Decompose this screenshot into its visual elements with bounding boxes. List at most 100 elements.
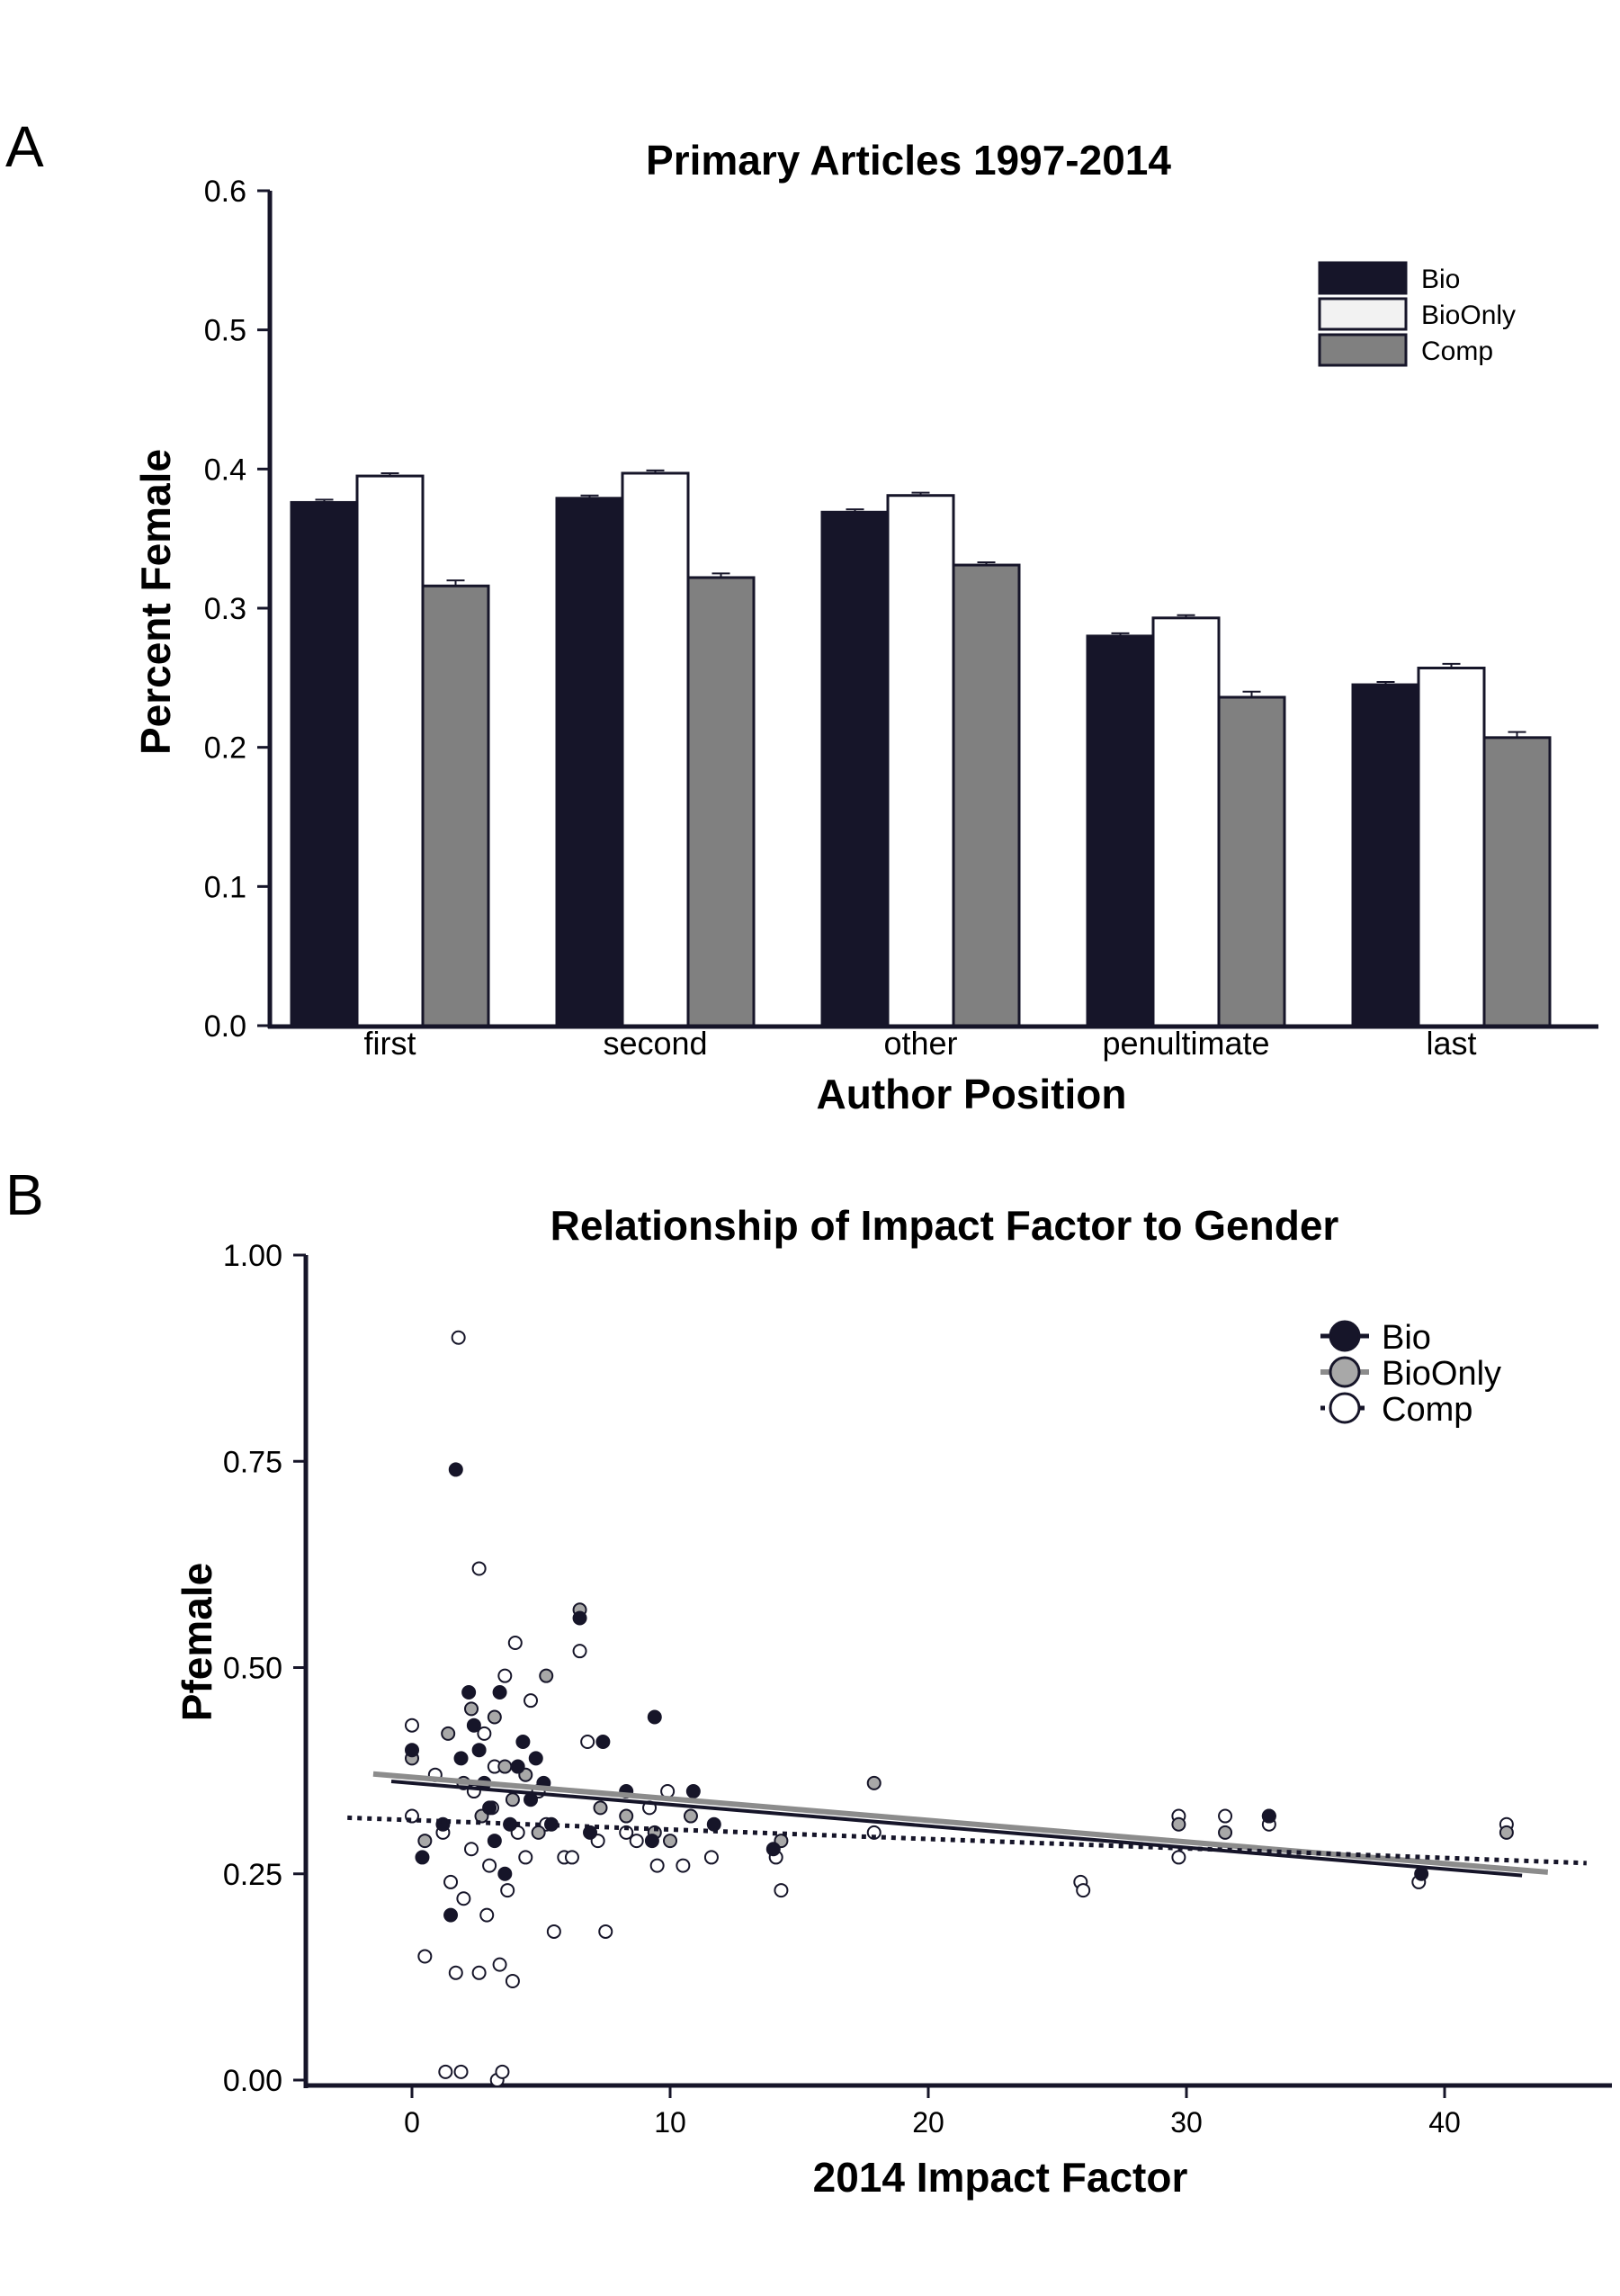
point-bioonly xyxy=(497,1759,513,1774)
trend-line-bioonly xyxy=(372,1771,1549,1875)
point-bio xyxy=(644,1834,659,1849)
panel-a: A Primary Articles 1997-2014 Author Posi… xyxy=(5,114,1598,1117)
point-comp xyxy=(676,1858,691,1873)
point-comp xyxy=(774,1883,789,1898)
point-bioonly xyxy=(663,1834,677,1849)
point-comp xyxy=(479,1907,495,1923)
point-bio xyxy=(1261,1808,1276,1824)
point-comp xyxy=(456,1891,471,1906)
point-bio xyxy=(482,1800,497,1816)
chart-b-y-tick-label: 0.50 xyxy=(223,1652,282,1686)
chart-a-plot: 0.0 0.1 0.2 0.3 0.4 0.5 0.6 first second other pen… xyxy=(204,175,1598,1062)
point-comp xyxy=(451,1330,466,1345)
point-bio xyxy=(415,1850,430,1865)
chart-a-y-tick-label: 0.2 xyxy=(204,731,246,766)
panel-b: B Relationship of Impact Factor to Gende… xyxy=(5,1162,1612,2201)
chart-b-x-tick-label: 20 xyxy=(912,2106,944,2139)
point-bioonly xyxy=(683,1808,698,1824)
chart-b-y-tick-label: 0.00 xyxy=(223,2064,282,2098)
point-bioonly xyxy=(619,1808,634,1824)
panel-a-letter: A xyxy=(5,114,44,179)
trend-line-comp xyxy=(347,1815,1587,1866)
point-bio xyxy=(647,1709,662,1725)
point-comp xyxy=(703,1850,719,1865)
point-bio xyxy=(492,1685,507,1700)
chart-a-x-tick-label: first xyxy=(364,1025,416,1062)
chart-a-x-tick-label: penultimate xyxy=(1102,1025,1269,1062)
point-comp xyxy=(482,1858,497,1873)
point-bio xyxy=(466,1718,481,1733)
point-bio xyxy=(706,1816,721,1832)
chart-a-y-tick-label: 0.4 xyxy=(204,453,246,487)
chart-a-y-tick-label: 0.0 xyxy=(204,1009,246,1044)
legend-a-swatch-bio xyxy=(1318,261,1408,295)
bar-bioonly-other xyxy=(886,494,955,1027)
bar-comp-last xyxy=(1482,736,1552,1027)
point-bio xyxy=(515,1735,531,1750)
point-comp xyxy=(492,1957,507,1972)
legend-a-swatch-bioonly xyxy=(1318,297,1408,331)
point-bio xyxy=(453,1751,469,1766)
chart-b-plot: 0.00 0.25 0.50 0.75 1.00 0 10 20 30 40 xyxy=(223,1239,1612,2139)
point-comp xyxy=(464,1842,479,1857)
point-comp xyxy=(453,2064,469,2079)
point-comp xyxy=(518,1850,533,1865)
bar-bio-second xyxy=(555,497,624,1027)
legend-b-marker-comp xyxy=(1329,1392,1361,1424)
bar-group-second xyxy=(555,469,756,1027)
point-bio xyxy=(572,1610,587,1626)
point-bio xyxy=(528,1751,543,1766)
legend-b-marker-bio xyxy=(1329,1320,1361,1352)
point-bio xyxy=(497,1866,513,1881)
point-comp xyxy=(1218,1808,1233,1824)
point-bioonly xyxy=(1218,1825,1233,1840)
point-comp xyxy=(497,1668,513,1683)
point-bio xyxy=(461,1685,477,1700)
point-bioonly xyxy=(866,1775,882,1790)
point-bio xyxy=(487,1834,502,1849)
point-bio xyxy=(1414,1866,1429,1881)
chart-b-x-tick-label: 10 xyxy=(654,2106,686,2139)
point-comp xyxy=(417,1949,433,1964)
chart-b-x-tick-label: 40 xyxy=(1428,2106,1461,2139)
point-comp xyxy=(477,1726,492,1741)
point-bio xyxy=(443,1907,459,1923)
bar-bioonly-penultimate xyxy=(1151,616,1221,1027)
point-comp xyxy=(438,2064,453,2079)
legend-a-label-bio: Bio xyxy=(1421,265,1460,294)
chart-b-y-tick-label: 0.75 xyxy=(223,1445,282,1479)
point-comp xyxy=(649,1858,665,1873)
panel-b-letter: B xyxy=(5,1162,44,1227)
point-comp xyxy=(471,1561,487,1576)
point-comp xyxy=(546,1924,561,1939)
bar-bioonly-last xyxy=(1417,667,1486,1027)
point-bioonly xyxy=(531,1825,546,1840)
chart-b-title: Relationship of Impact Factor to Gender xyxy=(550,1202,1339,1249)
point-comp xyxy=(507,1635,523,1650)
point-bio xyxy=(448,1462,463,1477)
bar-bio-other xyxy=(820,510,890,1027)
point-bioonly xyxy=(441,1726,456,1741)
point-comp xyxy=(1076,1883,1091,1898)
bar-bioonly-first xyxy=(355,474,425,1027)
bar-comp-other xyxy=(952,563,1021,1027)
chart-a-legend: Bio BioOnly Comp xyxy=(1318,261,1516,367)
bar-bio-first xyxy=(290,500,359,1027)
point-comp xyxy=(629,1834,644,1849)
bar-comp-first xyxy=(421,584,490,1027)
point-comp xyxy=(443,1874,459,1889)
point-comp xyxy=(572,1644,587,1659)
chart-b-y-tick-label: 1.00 xyxy=(223,1239,282,1273)
legend-a-swatch-comp xyxy=(1318,333,1408,367)
chart-a-x-tick-label: other xyxy=(883,1025,957,1062)
chart-b-ylabel: Pfemale xyxy=(174,1563,220,1721)
point-bio xyxy=(405,1743,419,1758)
chart-a-ylabel: Percent Female xyxy=(132,449,179,755)
point-comp xyxy=(495,2064,510,2079)
bar-comp-second xyxy=(686,576,756,1027)
chart-a-y-tick-label: 0.3 xyxy=(204,592,246,626)
point-comp xyxy=(598,1924,613,1939)
point-bioonly xyxy=(417,1834,433,1849)
